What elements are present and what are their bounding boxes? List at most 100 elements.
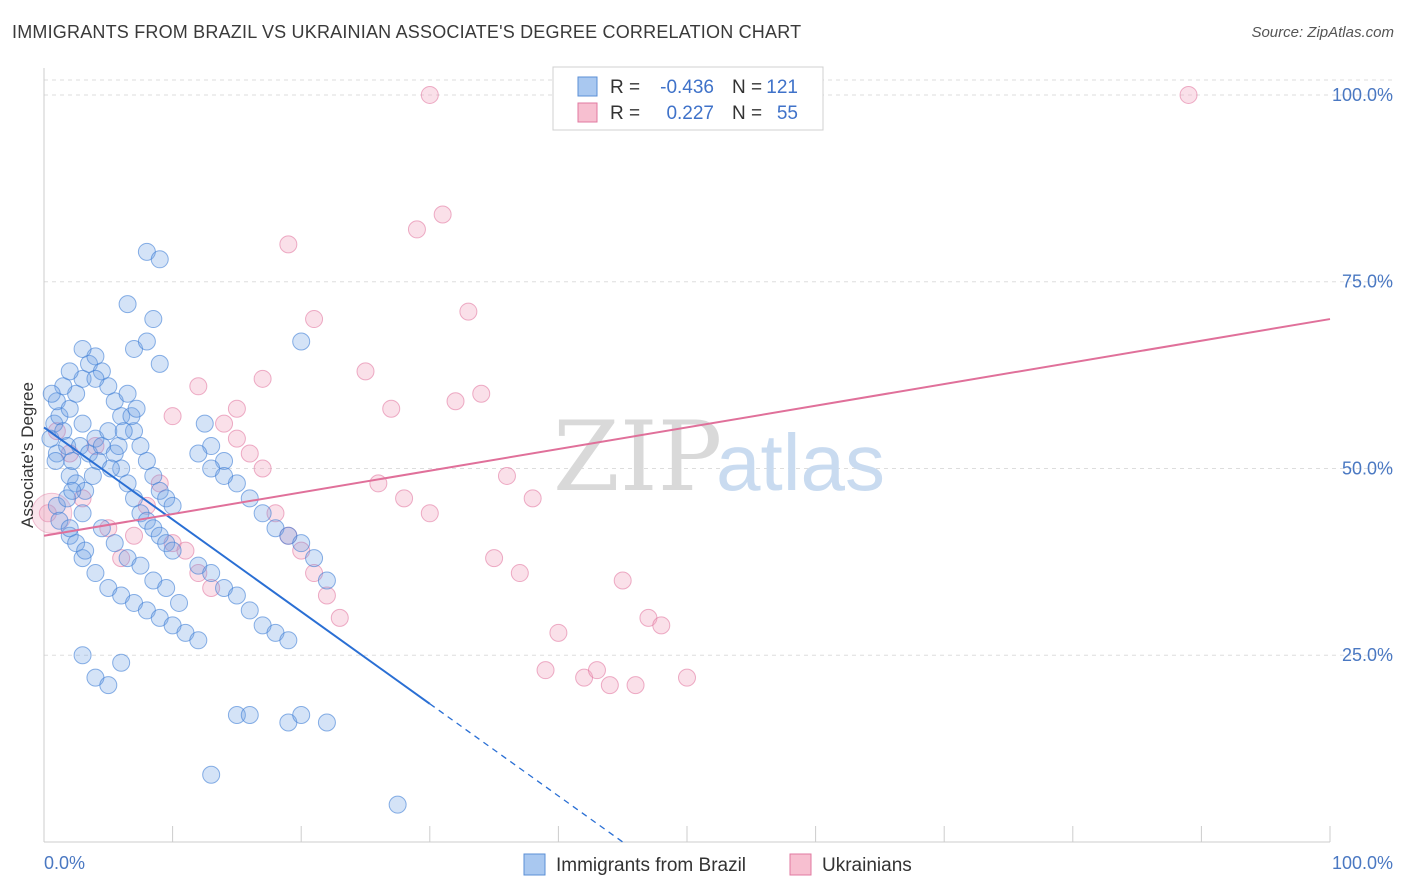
point-ukrainians: [227, 399, 246, 418]
point-ukrainians: [356, 362, 375, 381]
stats-legend-n-label-ukrainians: N =: [732, 103, 762, 124]
point-ukrainians: [459, 302, 478, 321]
point-brazil: [76, 541, 95, 560]
point-ukrainians: [472, 384, 491, 403]
point-brazil: [227, 586, 246, 605]
point-brazil: [63, 481, 82, 500]
stats-legend-swatch-ukrainians: [577, 102, 598, 123]
stats-legend-frame: [552, 66, 824, 131]
point-brazil: [54, 422, 73, 441]
point-ukrainians: [189, 564, 208, 583]
source-label: Source: ZipAtlas.com: [1251, 24, 1394, 41]
stats-legend-r-value-brazil: -0.436: [660, 77, 714, 98]
point-brazil: [215, 466, 234, 485]
point-brazil: [109, 437, 128, 456]
point-brazil: [114, 422, 133, 441]
point-ukrainians: [176, 541, 195, 560]
point-ukrainians: [510, 564, 529, 583]
point-brazil: [73, 414, 92, 433]
point-brazil: [144, 310, 163, 329]
point-brazil: [157, 579, 176, 597]
point-ukrainians: [613, 571, 632, 590]
point-brazil: [163, 496, 182, 515]
point-ukrainians: [253, 459, 272, 478]
point-ukrainians: [163, 407, 182, 426]
point-brazil: [150, 250, 169, 269]
point-brazil: [195, 414, 214, 433]
point-ukrainians: [215, 414, 234, 433]
series-brazil: [41, 242, 407, 814]
point-brazil: [127, 399, 146, 418]
point-brazil: [99, 422, 118, 441]
point-brazil: [60, 399, 79, 418]
point-brazil: [83, 466, 102, 485]
point-brazil: [150, 526, 169, 545]
stats-legend-r-value-ukrainians: 0.227: [666, 103, 714, 124]
point-ukrainians: [317, 586, 336, 605]
point-brazil: [63, 452, 82, 470]
point-ukrainians: [279, 235, 298, 254]
x-tick-label-min: 0.0%: [44, 853, 85, 873]
watermark-zip: ZIP: [553, 401, 722, 513]
point-brazil: [131, 504, 150, 523]
y-axis-title: Associate's Degree: [18, 382, 37, 528]
point-brazil: [73, 549, 92, 568]
point-brazil: [73, 504, 92, 523]
trend-line-brazil: [43, 426, 431, 705]
trend-lines: [43, 318, 1331, 843]
point-brazil: [157, 534, 176, 553]
point-brazil: [253, 504, 272, 523]
point-brazil: [227, 706, 246, 724]
legend-label-brazil: Immigrants from Brazil: [556, 855, 746, 876]
point-brazil: [170, 593, 189, 612]
y-tick-labels: 25.0% 50.0% 75.0% 100.0%: [1332, 85, 1393, 665]
point-ukrainians: [125, 526, 144, 545]
grid: [44, 79, 1392, 656]
point-brazil: [60, 519, 79, 538]
stats-legend-r-label-ukrainians: R =: [610, 103, 640, 124]
stats-legend-n-value-ukrainians: 55: [777, 103, 798, 124]
point-brazil: [137, 452, 156, 470]
point-brazil: [99, 676, 118, 695]
point-brazil: [240, 489, 259, 508]
point-brazil: [118, 384, 137, 403]
point-ukrainians: [652, 616, 671, 635]
y-tick-label: 100.0%: [1332, 85, 1393, 105]
point-ukrainians: [407, 220, 426, 239]
point-brazil: [92, 519, 111, 538]
point-brazil: [292, 534, 311, 553]
point-brazil: [73, 339, 92, 358]
legend-swatch-brazil: [523, 853, 546, 876]
stats-legend-swatch-brazil: [577, 76, 598, 97]
point-ukrainians: [382, 399, 401, 418]
point-brazil: [131, 437, 150, 456]
legend-swatch-ukrainians: [789, 853, 812, 876]
point-ukrainians: [189, 377, 208, 396]
point-ukrainians: [523, 489, 542, 508]
trend-line-brazil-extension: [429, 703, 624, 843]
point-brazil: [112, 653, 131, 672]
point-brazil: [144, 466, 163, 485]
stats-legend-r-label-brazil: R =: [610, 77, 640, 98]
point-brazil: [67, 534, 86, 553]
y-tick-label: 75.0%: [1342, 272, 1393, 292]
point-ukrainians: [549, 623, 568, 642]
point-brazil: [279, 631, 298, 650]
point-brazil: [137, 332, 156, 351]
stats-legend-n-value-brazil: 121: [766, 77, 798, 98]
point-ukrainians: [395, 489, 414, 508]
point-ukrainians: [587, 661, 606, 680]
point-ukrainians: [626, 676, 645, 695]
point-brazil: [118, 295, 137, 314]
point-ukrainians: [86, 437, 105, 456]
point-brazil: [157, 489, 176, 508]
point-ukrainians: [112, 549, 131, 568]
x-tick-label-max: 100.0%: [1332, 853, 1393, 873]
point-brazil: [92, 362, 111, 381]
point-ukrainians: [678, 668, 696, 687]
point-brazil: [47, 444, 66, 463]
y-tick-label: 25.0%: [1342, 645, 1393, 665]
point-brazil: [76, 481, 95, 500]
point-ukrainians: [305, 310, 324, 329]
point-ukrainians: [330, 608, 349, 627]
